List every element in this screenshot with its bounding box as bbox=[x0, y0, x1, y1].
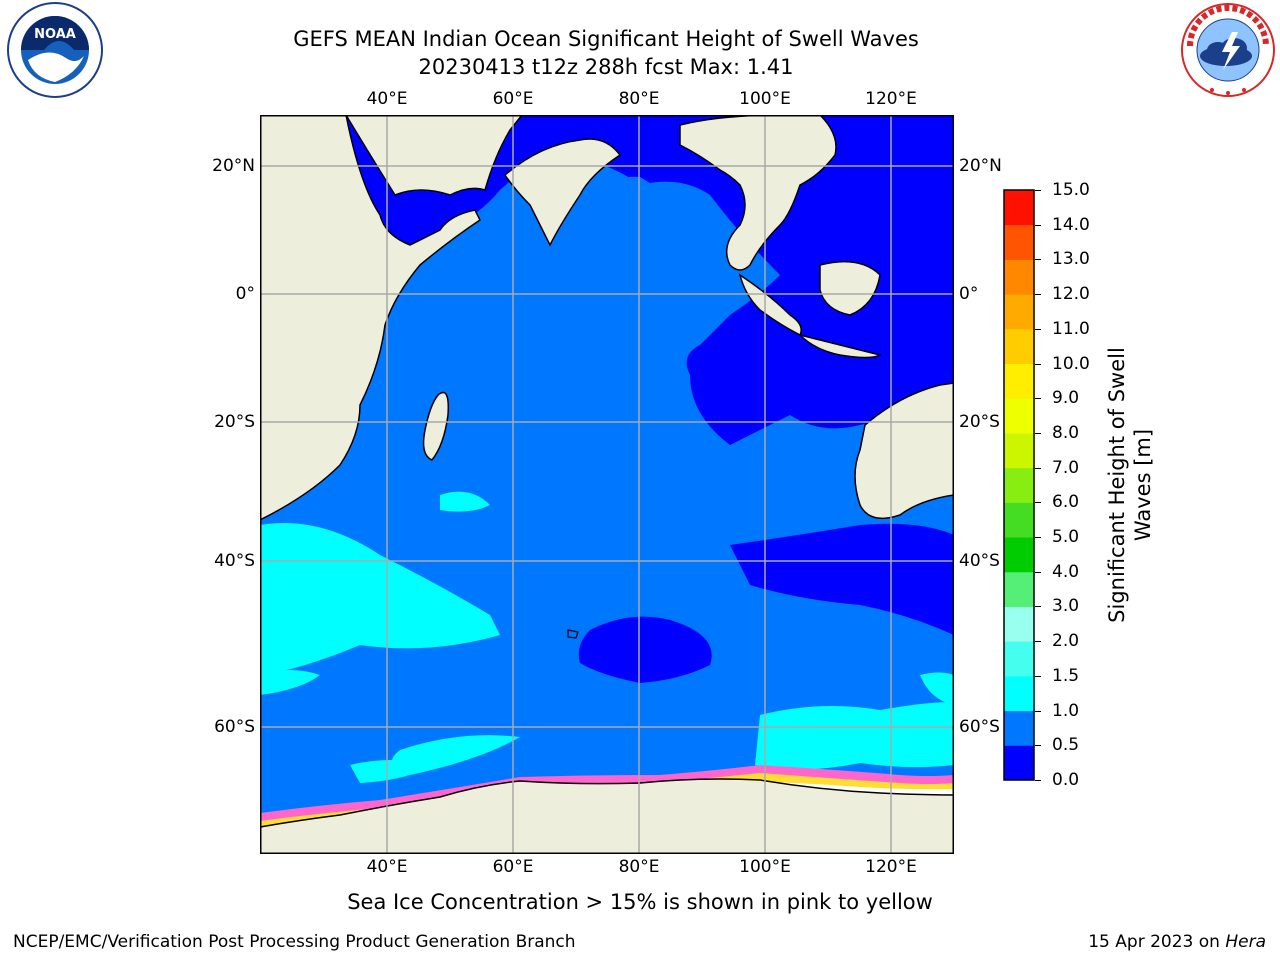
colorbar-segment bbox=[1004, 224, 1034, 260]
colorbar-segment bbox=[1004, 259, 1034, 295]
colorbar-tick-label: 0.0 bbox=[1052, 770, 1080, 790]
graticule bbox=[260, 115, 954, 854]
colorbar-tick-mark bbox=[1035, 467, 1041, 469]
colorbar-tick-label: 8.0 bbox=[1052, 422, 1080, 443]
noaa-logo: NOAA bbox=[7, 2, 103, 98]
colorbar-segment bbox=[1004, 502, 1034, 538]
lat-tick-right-0: 0° bbox=[959, 284, 979, 304]
credit-text: NCEP/EMC/Verification Post Processing Pr… bbox=[13, 932, 576, 952]
colorbar-tick-label: 10.0 bbox=[1052, 353, 1090, 374]
lat-tick-left-40s: 40°S bbox=[214, 551, 255, 571]
nws-logo bbox=[1181, 3, 1275, 97]
colorbar-tick-label: 11.0 bbox=[1052, 318, 1090, 339]
colorbar-tick-label: 0.5 bbox=[1052, 735, 1080, 756]
colorbar-tick-label: 12.0 bbox=[1052, 284, 1090, 305]
lat-tick-left-0: 0° bbox=[235, 284, 255, 304]
colorbar-segment bbox=[1004, 675, 1034, 712]
colorbar-tick-mark bbox=[1035, 190, 1041, 191]
date-prefix: 15 Apr 2023 on bbox=[1088, 932, 1226, 952]
colorbar-segment bbox=[1004, 432, 1034, 469]
machine-name: Hera bbox=[1225, 932, 1266, 952]
lat-tick-left-20n: 20°N bbox=[212, 156, 255, 176]
lon-tick-bottom-60e: 60°E bbox=[492, 857, 534, 877]
colorbar-tick-label: 9.0 bbox=[1052, 388, 1080, 409]
lat-tick-right-40s: 40°S bbox=[959, 551, 1000, 571]
colorbar-label: Significant Height of Swell Waves [m] bbox=[1104, 305, 1156, 665]
noaa-logo-text: NOAA bbox=[34, 27, 76, 42]
colorbar-tick-mark bbox=[1035, 641, 1041, 643]
colorbar-segment bbox=[1004, 606, 1034, 642]
colorbar-tick-mark bbox=[1035, 780, 1041, 781]
colorbar-segment bbox=[1004, 398, 1034, 434]
colorbar-segment bbox=[1004, 641, 1034, 677]
colorbar-tick-mark bbox=[1035, 675, 1041, 677]
colorbar-tick-mark bbox=[1035, 224, 1041, 226]
colorbar-segment bbox=[1004, 745, 1034, 781]
colorbar-tick-label: 3.0 bbox=[1052, 596, 1080, 617]
lon-tick-bottom-100e: 100°E bbox=[739, 857, 791, 877]
date-text: 15 Apr 2023 on Hera bbox=[1088, 932, 1266, 952]
colorbar-segment bbox=[1004, 294, 1034, 330]
colorbar-tick-label: 1.5 bbox=[1052, 665, 1080, 686]
colorbar-tick-mark bbox=[1035, 294, 1041, 296]
colorbar-tick-mark bbox=[1035, 432, 1041, 434]
colorbar-segment bbox=[1004, 571, 1034, 607]
colorbar-segment bbox=[1004, 710, 1034, 746]
colorbar-label-line1: Significant Height of Swell bbox=[1105, 347, 1129, 623]
colorbar-tick-label: 4.0 bbox=[1052, 561, 1080, 582]
lat-tick-right-60s: 60°S bbox=[959, 717, 1000, 737]
colorbar-tick-label: 13.0 bbox=[1052, 249, 1090, 270]
lat-tick-right-20s: 20°S bbox=[959, 412, 1000, 432]
colorbar-tick-mark bbox=[1035, 710, 1041, 712]
lon-tick-bottom-120e: 120°E bbox=[865, 857, 917, 877]
colorbar-frame bbox=[1003, 189, 1035, 781]
colorbar-tick-mark bbox=[1035, 398, 1041, 400]
swell-height-map bbox=[260, 115, 954, 854]
kerguelen-island bbox=[567, 629, 579, 639]
colorbar-tick-label: 5.0 bbox=[1052, 527, 1080, 548]
colorbar-tick-mark bbox=[1035, 259, 1041, 261]
colorbar bbox=[1003, 189, 1035, 781]
lon-tick-top-100e: 100°E bbox=[739, 89, 791, 109]
colorbar-tick-mark bbox=[1035, 571, 1041, 573]
swell-1.0-1.5-regions bbox=[260, 491, 954, 783]
colorbar-tick-mark bbox=[1035, 502, 1041, 504]
lat-tick-left-20s: 20°S bbox=[214, 412, 255, 432]
colorbar-segment bbox=[1004, 190, 1034, 226]
colorbar-tick-label: 2.0 bbox=[1052, 631, 1080, 652]
lon-tick-top-80e: 80°E bbox=[618, 89, 660, 109]
lon-tick-top-40e: 40°E bbox=[366, 89, 408, 109]
lon-tick-bottom-40e: 40°E bbox=[366, 857, 408, 877]
sea-ice-note: Sea Ice Concentration > 15% is shown in … bbox=[347, 890, 933, 914]
colorbar-tick-mark bbox=[1035, 606, 1041, 608]
colorbar-tick-label: 6.0 bbox=[1052, 492, 1080, 513]
colorbar-tick-label: 1.0 bbox=[1052, 700, 1080, 721]
lat-tick-left-60s: 60°S bbox=[214, 717, 255, 737]
lon-tick-top-120e: 120°E bbox=[865, 89, 917, 109]
lon-tick-top-60e: 60°E bbox=[492, 89, 534, 109]
colorbar-tick-mark bbox=[1035, 328, 1041, 330]
colorbar-tick-label: 14.0 bbox=[1052, 214, 1090, 235]
map-frame bbox=[260, 115, 954, 854]
colorbar-tick-mark bbox=[1035, 745, 1041, 747]
colorbar-tick-mark bbox=[1035, 537, 1041, 539]
colorbar-segment bbox=[1004, 537, 1034, 573]
colorbar-segment bbox=[1004, 363, 1034, 399]
colorbar-label-line2: Waves [m] bbox=[1131, 428, 1155, 542]
lon-tick-bottom-80e: 80°E bbox=[618, 857, 660, 877]
colorbar-segment bbox=[1004, 328, 1034, 365]
colorbar-tick-mark bbox=[1035, 363, 1041, 365]
lat-tick-right-20n: 20°N bbox=[959, 156, 1002, 176]
map-title: GEFS MEAN Indian Ocean Significant Heigh… bbox=[293, 27, 919, 51]
bay-of-bengal-swell bbox=[526, 176, 730, 325]
map-subtitle: 20230413 t12z 288h fcst Max: 1.41 bbox=[418, 55, 794, 79]
colorbar-segment bbox=[1004, 467, 1034, 503]
colorbar-tick-label: 7.0 bbox=[1052, 457, 1080, 478]
colorbar-tick-label: 15.0 bbox=[1052, 180, 1090, 200]
